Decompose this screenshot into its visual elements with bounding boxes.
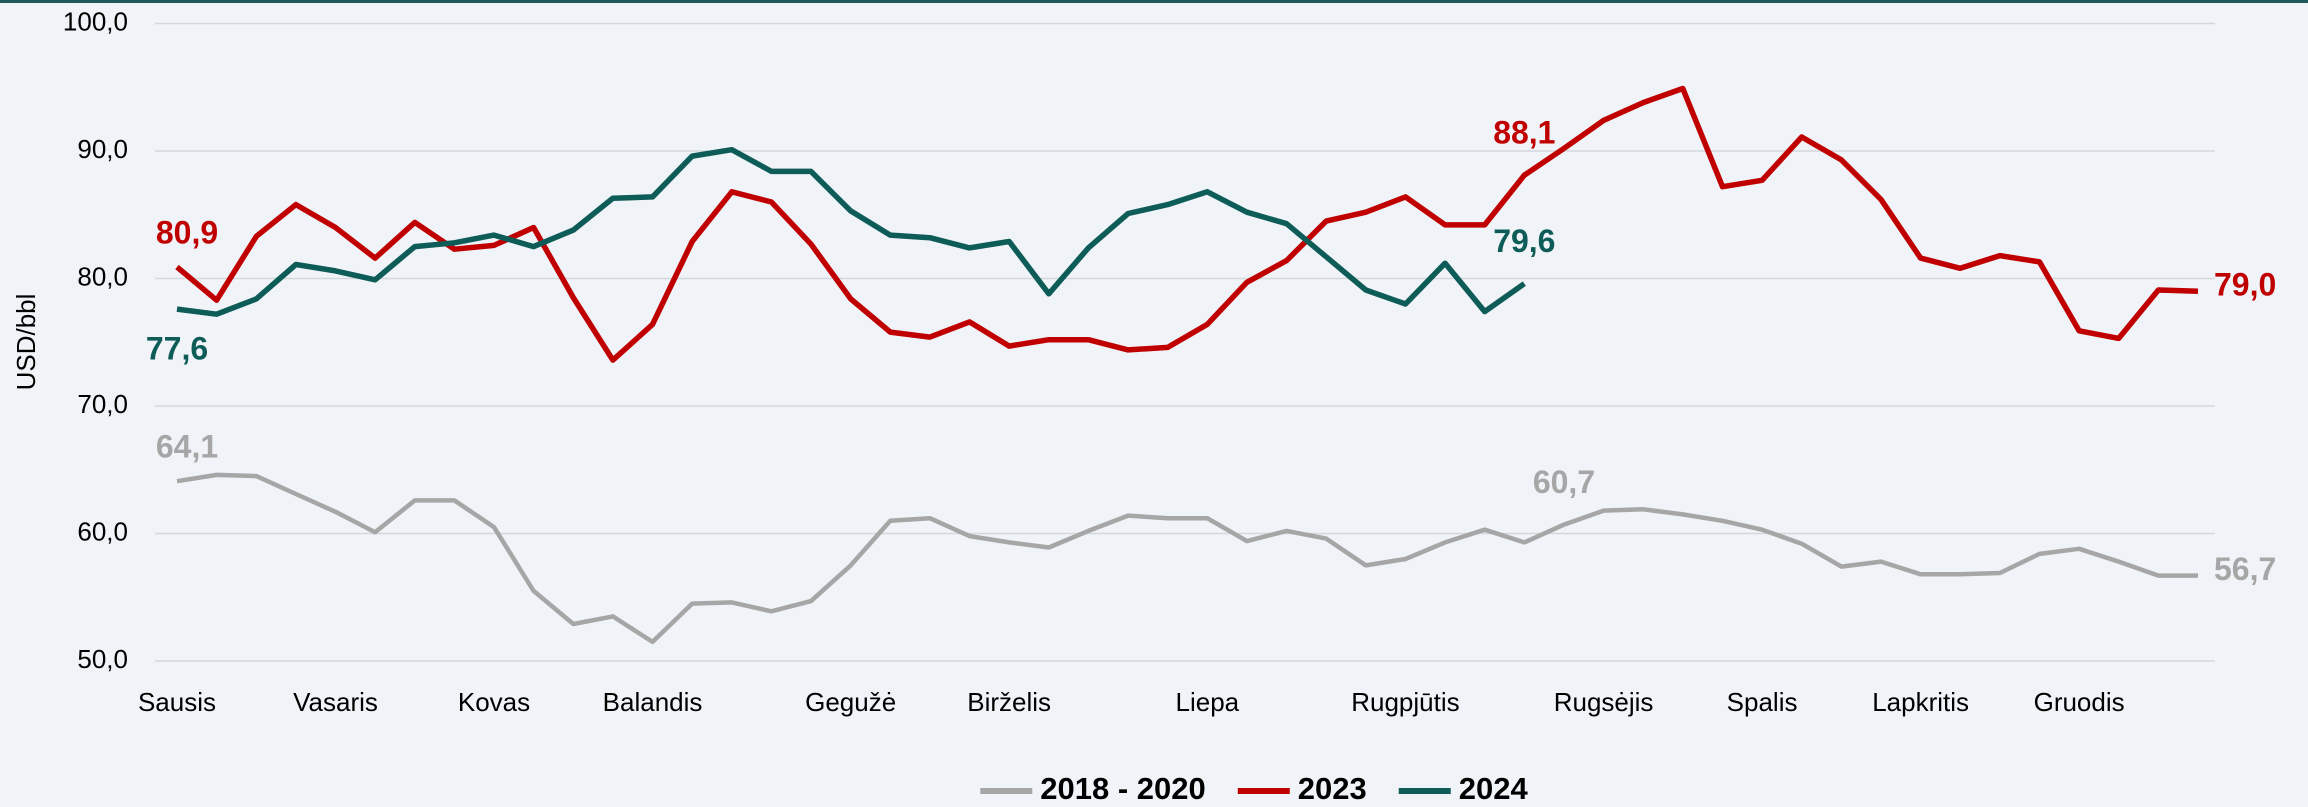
x-tick-label: Vasaris <box>293 687 378 717</box>
data-label: 80,9 <box>156 214 218 250</box>
y-tick-label: 80,0 <box>77 261 128 291</box>
series-line <box>176 472 2198 645</box>
legend-label: 2018 - 2020 <box>1040 771 1205 806</box>
x-tick-label: Gruodis <box>2034 687 2125 717</box>
data-label: 79,6 <box>1493 223 1555 259</box>
top-border <box>0 0 2308 3</box>
x-tick-label: Spalis <box>1727 687 1798 717</box>
x-tick-label: Liepa <box>1176 687 1240 717</box>
series-line <box>176 146 1526 317</box>
x-tick-label: Kovas <box>458 687 530 717</box>
legend-label: 2023 <box>1298 771 1367 806</box>
data-label: 56,7 <box>2214 551 2276 587</box>
y-axis-label: USD/bbl <box>11 294 41 391</box>
y-tick-label: 50,0 <box>77 644 128 674</box>
y-tick-label: 60,0 <box>77 516 128 546</box>
x-tick-label: Gegužė <box>805 687 896 717</box>
data-label: 64,1 <box>156 429 218 465</box>
series-line <box>175 85 2199 363</box>
data-label: 60,7 <box>1533 464 1595 500</box>
data-label: 77,6 <box>146 331 208 367</box>
x-tick-label: Lapkritis <box>1872 687 1969 717</box>
data-label: 88,1 <box>1493 115 1555 151</box>
y-tick-label: 70,0 <box>77 389 128 419</box>
x-tick-label: Rugsėjis <box>1554 687 1654 717</box>
y-tick-label: 90,0 <box>77 134 128 164</box>
legend-label: 2024 <box>1459 771 1529 806</box>
x-tick-label: Rugpjūtis <box>1351 687 1459 717</box>
x-tick-label: Balandis <box>603 687 703 717</box>
y-tick-label: 100,0 <box>63 6 128 36</box>
data-label: 79,0 <box>2214 267 2276 303</box>
x-tick-label: Birželis <box>967 687 1051 717</box>
x-tick-label: Sausis <box>138 687 216 717</box>
